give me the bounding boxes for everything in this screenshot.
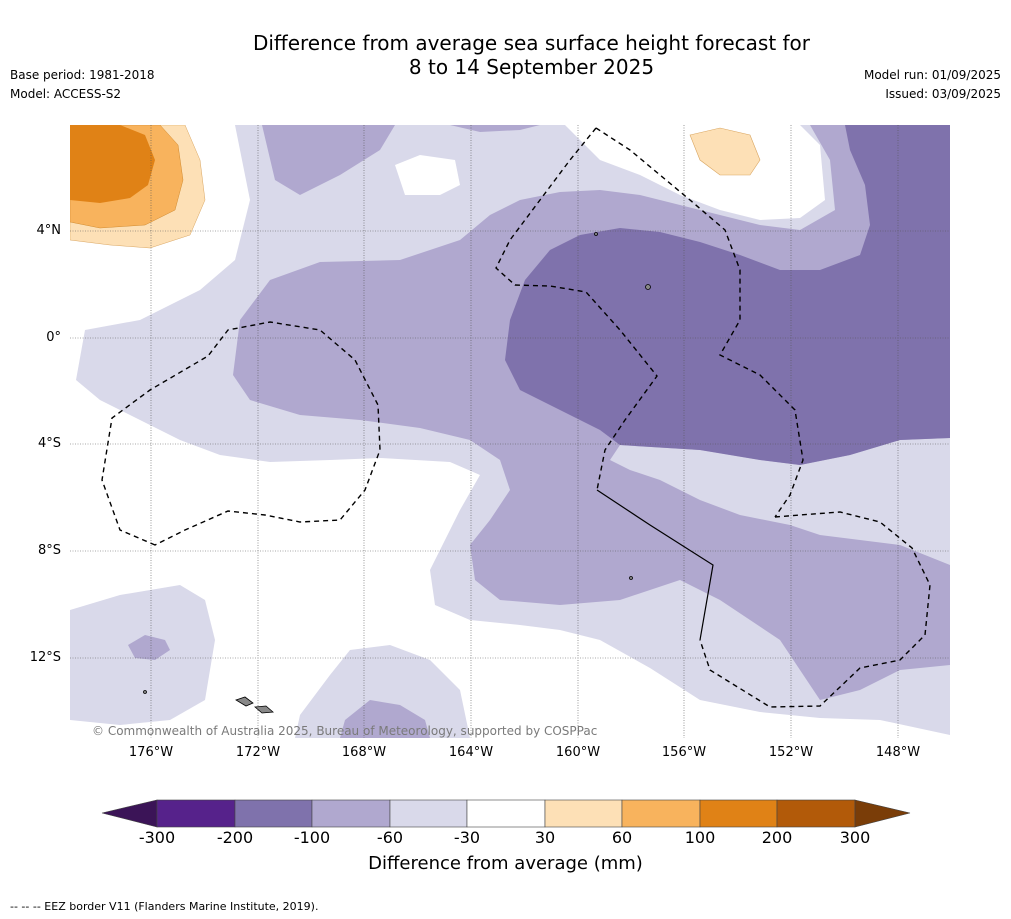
region-medium-lavender-small-sw (128, 635, 170, 660)
colorbar-tick-neg100: -100 (293, 828, 331, 847)
colorbar-tick-neg30: -30 (453, 828, 481, 847)
eez-border-central-west (495, 127, 658, 491)
colorbar-tick-pos30: 30 (534, 828, 556, 847)
region-pos30-northeast (689, 127, 761, 176)
eez-border-southeast (699, 511, 931, 708)
islands (143, 232, 651, 714)
colorbar-bin-pos30-pos60 (544, 799, 623, 828)
colorbar-bin-pos100-pos200 (699, 799, 778, 828)
colorbar-tick-pos300: 300 (839, 828, 871, 847)
colorbar-bin-pos60-pos100 (621, 799, 701, 828)
island-samoa (235, 696, 254, 707)
eez-borders (101, 127, 931, 708)
colorbar-tick-pos200: 200 (761, 828, 793, 847)
model-run: Model run: 01/09/2025 (863, 68, 1001, 82)
lon-label-152w: 152°W (768, 745, 814, 760)
region-white-hole-north (395, 155, 460, 195)
colorbar-bin-neg30-pos30 (466, 799, 546, 828)
island-samoa-east (254, 705, 274, 714)
colorbar-tick-neg200: -200 (216, 828, 254, 847)
title-line-1: Difference from average sea surface heig… (252, 31, 811, 55)
lon-label-176w: 176°W (128, 745, 174, 760)
lon-label-160w: 160°W (555, 745, 601, 760)
lat-label-8s: 8°S (37, 543, 61, 558)
colorbar-bin-neg300-neg200 (156, 799, 236, 828)
eez-border-solid (596, 489, 714, 641)
map-title: Difference from average sea surface heig… (0, 31, 1011, 79)
colorbar-bin-neg100-neg60 (311, 799, 391, 828)
colorbar-title: Difference from average (mm) (368, 853, 643, 874)
issued-date: Issued: 03/09/2025 (885, 87, 1001, 101)
region-pos100 (70, 125, 155, 203)
eez-border-central (595, 127, 804, 518)
eez-border-west (101, 321, 381, 546)
colorbar-extend-high (854, 799, 911, 828)
colorbar-extend-low (101, 799, 158, 828)
lon-label-164w: 164°W (448, 745, 494, 760)
title-line-2: 8 to 14 September 2025 (408, 55, 655, 79)
colorbar-tick-neg300: -300 (138, 828, 176, 847)
lat-label-4n: 4°N (36, 223, 62, 238)
lat-label-0: 0° (46, 330, 61, 345)
colorbar-tick-pos60: 60 (611, 828, 633, 847)
colorbar-tick-pos100: 100 (684, 828, 716, 847)
map-area (70, 125, 950, 738)
eez-footnote: -- -- -- EEZ border V11 (Flanders Marine… (10, 900, 319, 913)
region-medium-lavender-small-s (340, 700, 430, 738)
colorbar-tick-neg60: -60 (376, 828, 404, 847)
meta-right: Model run: 01/09/2025 Issued: 03/09/2025 (864, 66, 1001, 104)
colorbar-bin-neg200-neg100 (234, 799, 313, 828)
lon-label-168w: 168°W (341, 745, 387, 760)
lon-label-148w: 148°W (875, 745, 921, 760)
region-white-hole-northeast (565, 125, 825, 220)
lat-label-4s: 4°S (37, 436, 61, 451)
graticule (70, 125, 950, 738)
region-dark-purple (505, 125, 950, 465)
lon-label-156w: 156°W (661, 745, 707, 760)
colorbar-bin-pos200-pos300 (776, 799, 856, 828)
model-name: Model: ACCESS-S2 (10, 87, 122, 101)
region-medium-lavender-north2 (450, 125, 540, 132)
base-period: Base period: 1981-2018 (10, 68, 155, 82)
lat-label-12s: 12°S (29, 650, 61, 665)
region-light-lavender-south (295, 645, 470, 738)
region-medium-lavender-north (262, 125, 395, 195)
colorbar-bin-neg60-neg30 (389, 799, 468, 828)
copyright-notice: © Commonwealth of Australia 2025, Bureau… (92, 724, 598, 738)
meta-left: Base period: 1981-2018 Model: ACCESS-S2 (10, 66, 155, 104)
lon-label-172w: 172°W (235, 745, 281, 760)
